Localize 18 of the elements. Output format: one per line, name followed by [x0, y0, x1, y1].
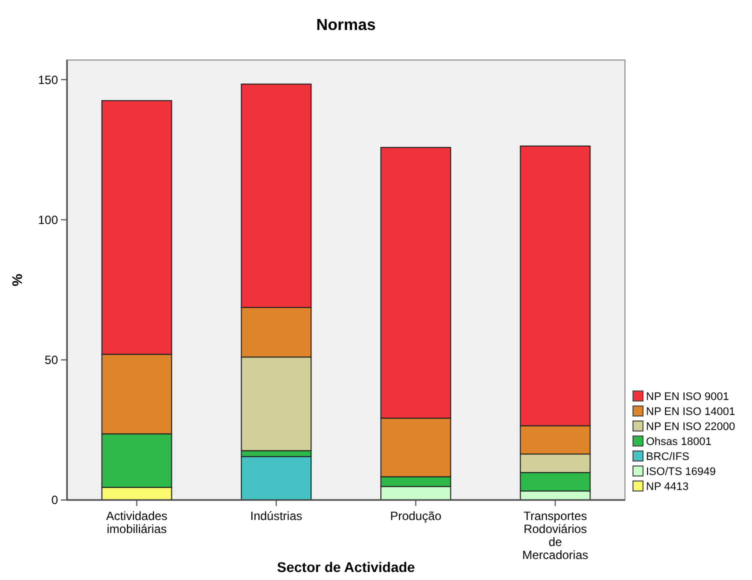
legend-label: ISO/TS 16949	[646, 466, 716, 478]
y-axis-title: %	[9, 273, 25, 286]
legend-label: NP EN ISO 22000	[646, 420, 736, 433]
x-tick-label: Actividades imobiliárias	[106, 509, 168, 536]
x-axis-title: Sector de Actividade	[277, 559, 416, 575]
x-tick-label: Indústrias	[250, 509, 302, 523]
x-tick-label: Produção	[390, 509, 442, 523]
y-tick-label: 50	[44, 353, 58, 368]
y-tick-label: 100	[38, 212, 58, 227]
legend-label: BRC/IFS	[646, 450, 690, 463]
legend-label: NP 4413	[646, 480, 689, 493]
legend-label: NP EN ISO 9001	[646, 390, 729, 403]
y-tick-label: 0	[51, 493, 58, 508]
legend-label: NP EN ISO 14001	[646, 406, 736, 418]
chart-title: Normas	[316, 17, 376, 34]
y-tick-label: 150	[38, 72, 58, 87]
x-tick-label: Transportes Rodoviários de Mercadorias	[522, 509, 588, 562]
legend-label: Ohsas 18001	[646, 436, 712, 448]
